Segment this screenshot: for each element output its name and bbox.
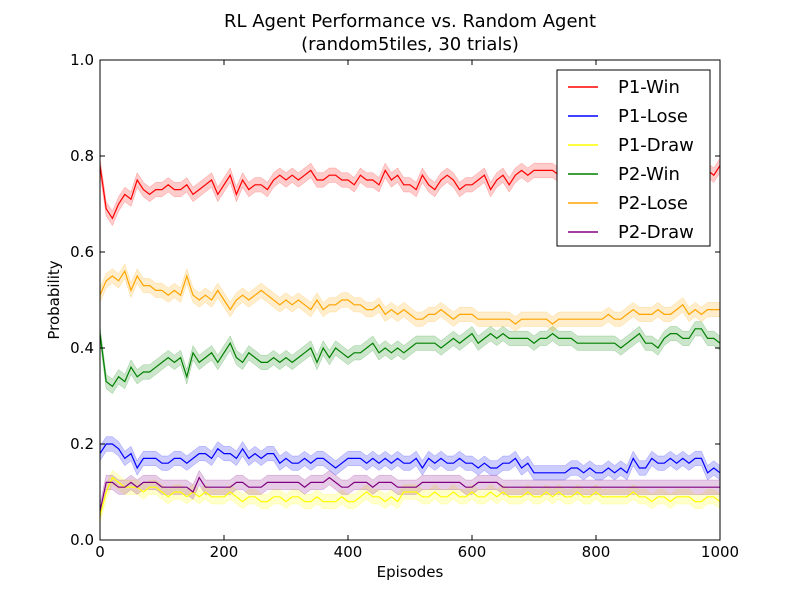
x-axis-label: Episodes bbox=[377, 563, 444, 581]
chart-title: RL Agent Performance vs. Random Agent bbox=[224, 11, 596, 32]
y-tick-label: 0.0 bbox=[70, 531, 94, 549]
legend-label-p2-lose: P2-Lose bbox=[618, 193, 688, 214]
x-tick-label: 1000 bbox=[701, 543, 739, 561]
y-axis-label: Probability bbox=[45, 260, 63, 339]
x-tick-label: 600 bbox=[458, 543, 487, 561]
y-tick-label: 1.0 bbox=[70, 51, 94, 69]
series-line-p2-win bbox=[99, 328, 721, 388]
y-tick-label: 0.2 bbox=[70, 435, 94, 453]
series-line-p2-draw bbox=[99, 476, 720, 512]
x-tick-label: 200 bbox=[210, 543, 239, 561]
band-p2-lose bbox=[99, 263, 721, 332]
x-tick-label: 400 bbox=[334, 543, 363, 561]
legend-label-p2-draw: P2-Draw bbox=[618, 222, 694, 243]
y-axis: 0.0 0.2 0.4 0.6 0.8 1.0 bbox=[70, 51, 720, 549]
series-line-p2-lose bbox=[99, 269, 720, 325]
legend-label-p2-win: P2-Win bbox=[618, 164, 680, 185]
chart-subtitle: (random5tiles, 30 trials) bbox=[301, 34, 519, 55]
legend-box bbox=[556, 69, 711, 247]
legend: P1-Win P1-Lose P1-Draw P2-Win P2-Lose P2-Draw bbox=[556, 69, 711, 247]
plot-frame bbox=[99, 59, 721, 541]
legend-label-p1-lose: P1-Lose bbox=[618, 106, 688, 127]
x-tick-label: 0 bbox=[95, 543, 105, 561]
series-line-p1-draw bbox=[99, 476, 721, 517]
band-p2-win bbox=[99, 321, 721, 394]
legend-label-p1-draw: P1-Draw bbox=[618, 135, 694, 156]
legend-label-p1-win: P1-Win bbox=[618, 77, 680, 98]
y-tick-label: 0.4 bbox=[70, 339, 94, 357]
y-tick-label: 0.8 bbox=[70, 147, 94, 165]
series-line-p1-lose bbox=[99, 443, 721, 474]
x-axis: 0 200 400 600 800 1000 bbox=[95, 60, 739, 561]
y-tick-label: 0.6 bbox=[70, 243, 94, 261]
x-tick-label: 800 bbox=[582, 543, 611, 561]
